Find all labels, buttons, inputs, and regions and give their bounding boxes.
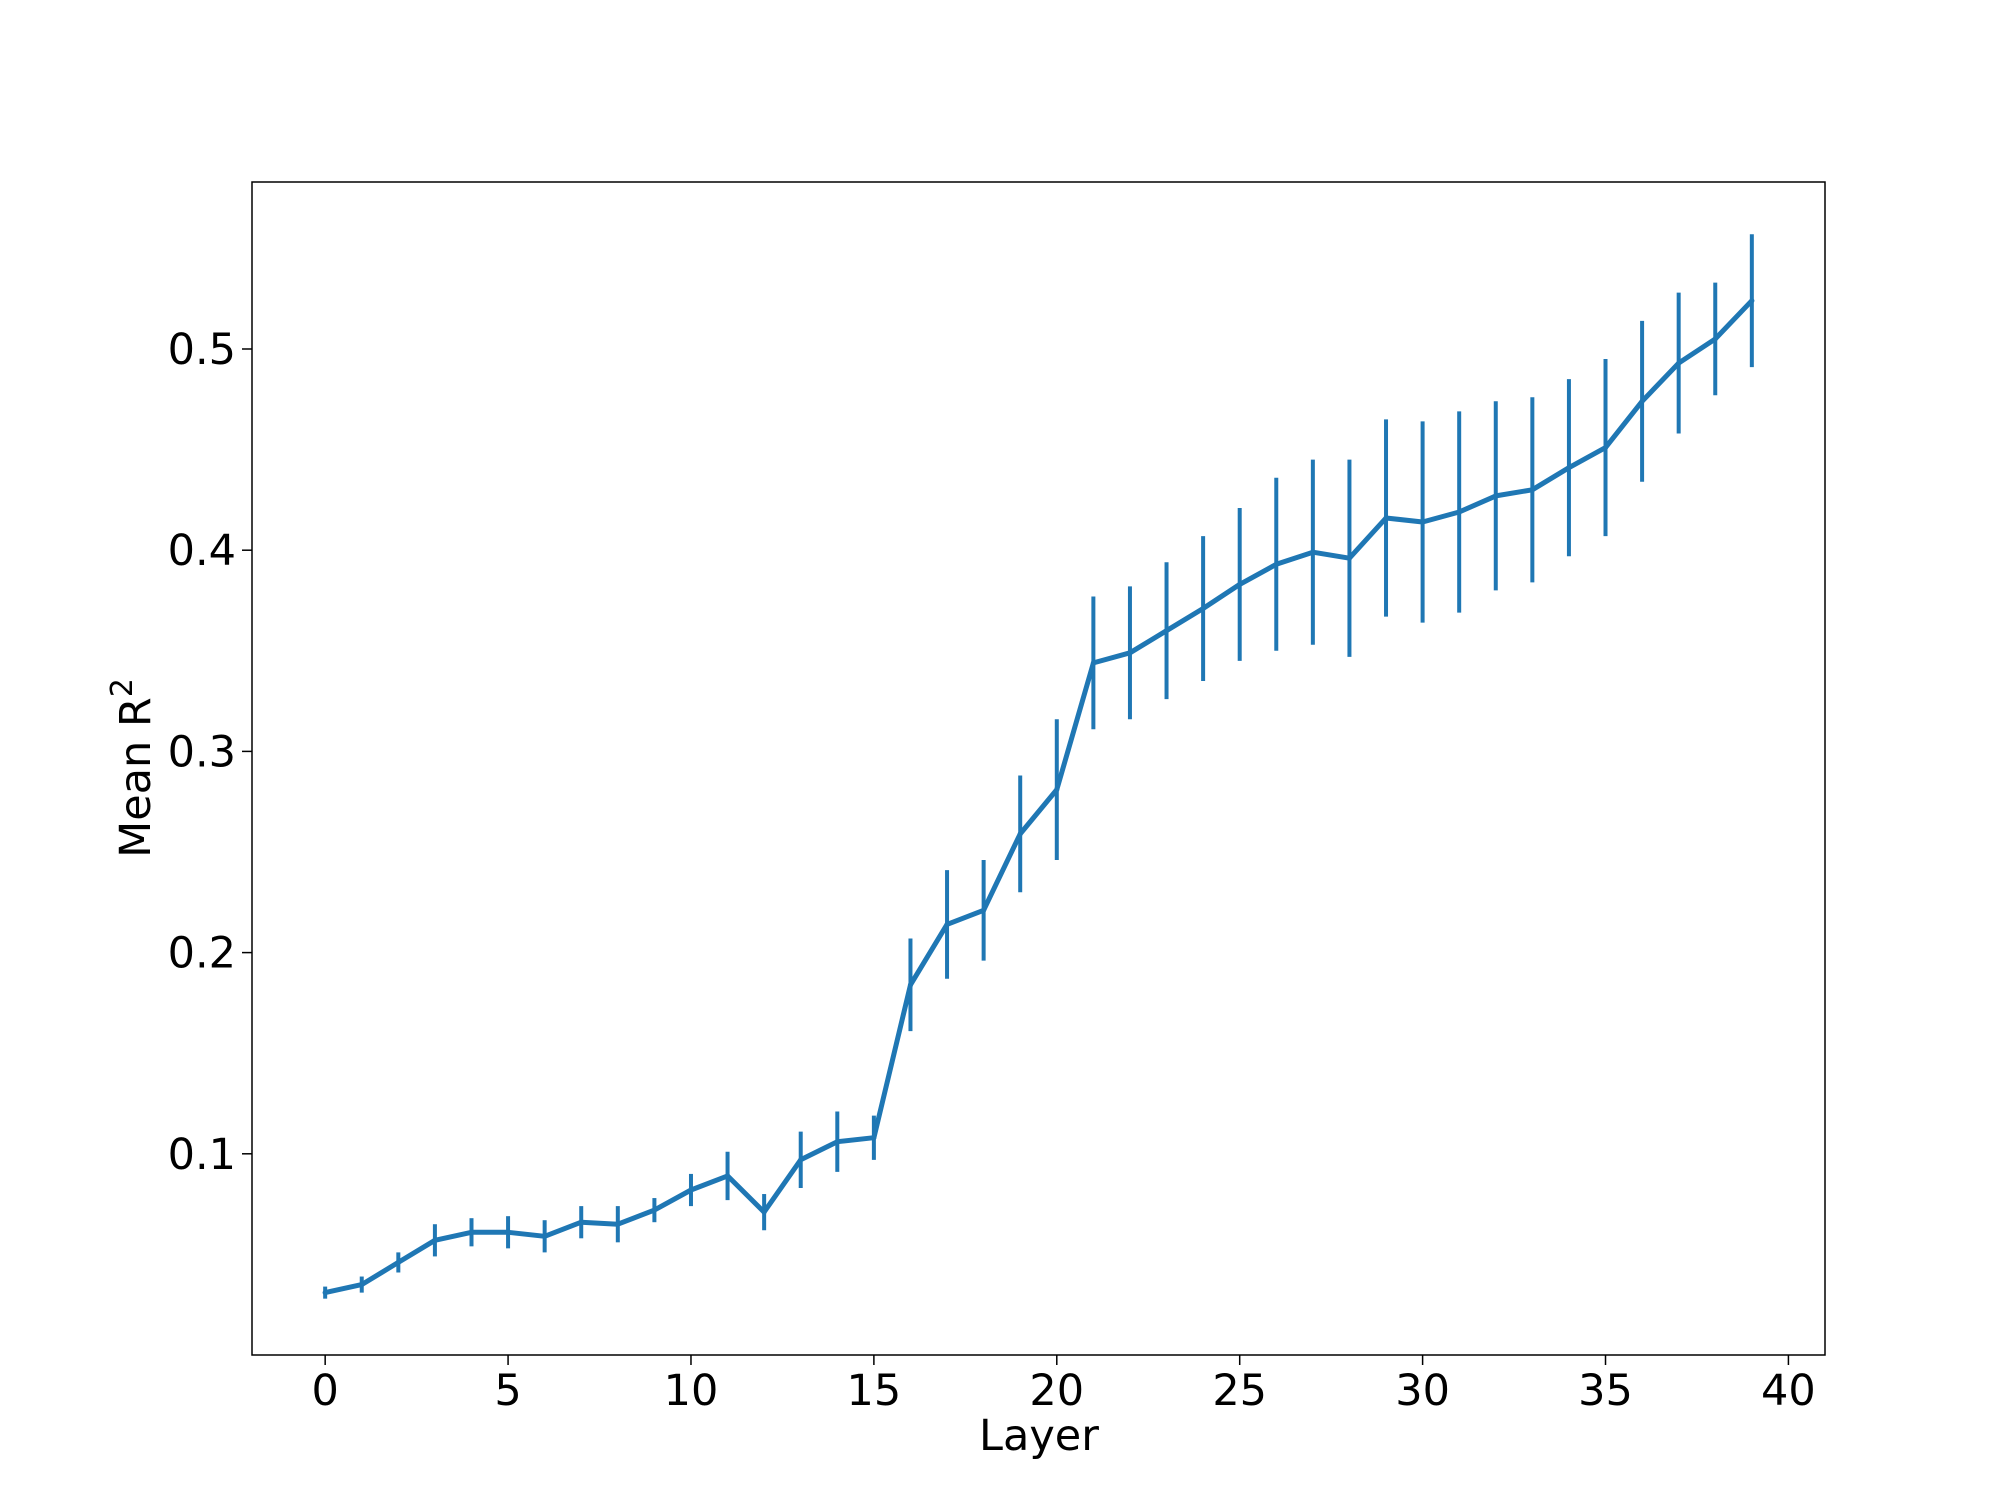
data-point [1493,493,1499,499]
y-tick-label: 0.4 [168,526,236,576]
data-point [688,1187,694,1193]
plot-frame [251,181,1826,1356]
y-axis-label-text: Mean R [111,697,161,858]
data-point [1273,561,1279,567]
error-bars [323,234,1754,1299]
data-point [798,1157,804,1163]
x-tick-label: 0 [311,1366,338,1416]
data-point [981,907,987,913]
data-point [1127,650,1133,656]
data-point [1346,555,1352,561]
data-point [1017,831,1023,837]
data-point [1749,298,1755,304]
data-point [1639,398,1645,404]
x-tick-label: 25 [1212,1366,1267,1416]
x-tick-label: 40 [1761,1366,1816,1416]
series-line [322,298,1755,1296]
x-tick-label: 10 [664,1366,719,1416]
data-point [395,1259,401,1265]
data-point [651,1207,657,1213]
data-point [1566,465,1572,471]
data-point [359,1282,365,1288]
data-point [1090,660,1096,666]
y-tick-label: 0.1 [168,1130,236,1180]
x-tick-label: 15 [847,1366,902,1416]
data-point [944,921,950,927]
data-point [1420,519,1426,525]
y-axis: 0.1 0.2 0.3 0.4 0.5 [168,325,252,1180]
data-point [1054,787,1060,793]
data-point [1383,515,1389,521]
x-tick-label: 20 [1029,1366,1084,1416]
y-axis-label: Mean R2 [105,678,161,858]
data-point [505,1229,511,1235]
data-point [578,1219,584,1225]
y-tick-label: 0.3 [168,727,236,777]
y-tick-label: 0.5 [168,325,236,375]
x-tick-label: 30 [1395,1366,1450,1416]
data-point [1529,487,1535,493]
data-point [834,1139,840,1145]
data-point [1456,509,1462,515]
data-point [615,1221,621,1227]
data-point [907,982,913,988]
x-axis: 0 5 10 15 20 25 30 35 40 [311,1355,1816,1416]
data-point [432,1237,438,1243]
data-point [1164,628,1170,634]
data-point [1200,606,1206,612]
data-point [1676,360,1682,366]
data-point [322,1290,328,1296]
data-point [1310,549,1316,555]
x-tick-label: 35 [1578,1366,1633,1416]
data-point [761,1209,767,1215]
y-axis-label-superscript: 2 [105,678,140,697]
data-point [542,1233,548,1239]
data-point [725,1173,731,1179]
y-tick-label: 0.2 [168,929,236,979]
data-point [1603,445,1609,451]
data-point [1712,336,1718,342]
series [322,298,1755,1296]
data-point [1237,581,1243,587]
data-point [468,1229,474,1235]
x-axis-label: Layer [979,1411,1099,1461]
data-point [871,1135,877,1141]
x-tick-label: 5 [494,1366,521,1416]
